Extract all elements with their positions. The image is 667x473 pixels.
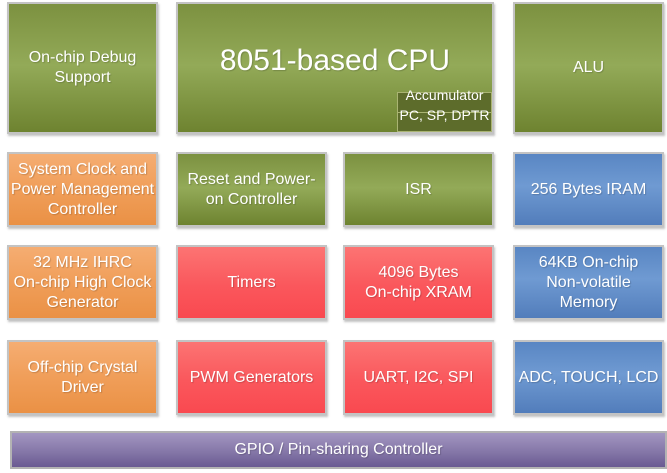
block-on-chip-debug-support: On-chip Debug Support [7, 2, 158, 134]
block-label: Off-chip Crystal Driver [27, 358, 138, 396]
block-label: System Clock and Power Management Contro… [10, 160, 155, 218]
accumulator-label: Accumulator [405, 87, 484, 104]
block-8051-cpu: 8051-based CPU Accumulator PC, SP, DPTR [176, 2, 494, 134]
block-system-clock-power-management: System Clock and Power Management Contro… [7, 152, 158, 227]
block-label: 32 MHz IHRC On-chip High Clock Generator [13, 253, 152, 311]
block-label: 64KB On-chip Non-volatile Memory [538, 253, 639, 311]
block-iram: 256 Bytes IRAM [513, 152, 664, 227]
block-reset-power-on-controller: Reset and Power- on Controller [176, 152, 327, 227]
block-label: 8051-based CPU [219, 44, 451, 78]
block-alu: ALU [513, 2, 664, 134]
block-label: 4096 Bytes On-chip XRAM [365, 263, 472, 301]
registers-row: PC, SP, DPTR [397, 108, 492, 132]
block-nonvolatile-memory: 64KB On-chip Non-volatile Memory [513, 245, 664, 320]
gpio-pin-sharing-bar: GPIO / Pin-sharing Controller [10, 431, 667, 469]
block-timers: Timers [176, 245, 327, 320]
accumulator-row: Accumulator [397, 88, 492, 113]
block-ihrc-clock-generator: 32 MHz IHRC On-chip High Clock Generator [7, 245, 158, 320]
block-isr: ISR [343, 152, 494, 227]
block-label: GPIO / Pin-sharing Controller [234, 441, 443, 458]
accumulator-registers-box: Accumulator PC, SP, DPTR [397, 88, 492, 132]
block-label: UART, I2C, SPI [363, 368, 474, 386]
block-pwm-generators: PWM Generators [176, 340, 327, 415]
block-label: ALU [572, 59, 605, 76]
block-label: 256 Bytes IRAM [530, 180, 647, 198]
block-label: ADC, TOUCH, LCD [518, 368, 659, 386]
block-label: PWM Generators [189, 368, 314, 386]
block-adc-touch-lcd: ADC, TOUCH, LCD [513, 340, 664, 415]
block-label: Timers [227, 273, 276, 291]
registers-label: PC, SP, DPTR [399, 106, 490, 123]
block-label: On-chip Debug Support [28, 49, 137, 86]
block-uart-i2c-spi: UART, I2C, SPI [343, 340, 494, 415]
block-label: ISR [405, 180, 432, 198]
block-crystal-driver: Off-chip Crystal Driver [7, 340, 158, 415]
block-xram: 4096 Bytes On-chip XRAM [343, 245, 494, 320]
block-label: Reset and Power- on Controller [187, 170, 316, 208]
